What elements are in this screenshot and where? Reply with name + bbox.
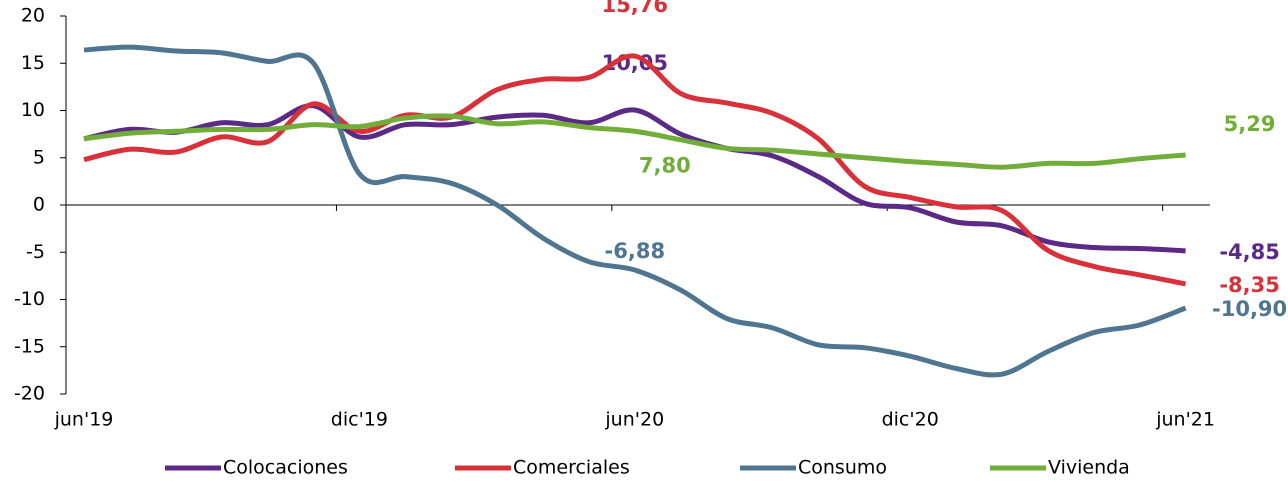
data-label: -10,90 <box>1212 297 1287 321</box>
y-tick-label: 5 <box>33 146 45 168</box>
data-label: -6,88 <box>605 239 666 263</box>
x-tick-label: jun'19 <box>54 409 114 431</box>
x-tick-label: jun'21 <box>1155 409 1215 431</box>
legend-label: Colocaciones <box>223 457 348 479</box>
y-tick-label: -10 <box>14 288 45 310</box>
x-tick-label: dic'20 <box>882 409 939 431</box>
data-label: 7,80 <box>639 153 691 177</box>
x-tick-label: dic'19 <box>331 409 388 431</box>
series-line <box>83 113 1186 170</box>
y-tick-label: 0 <box>33 194 45 216</box>
legend-label: Consumo <box>798 457 887 479</box>
y-tick-label: 10 <box>21 99 45 121</box>
legend-label: Comerciales <box>513 457 630 479</box>
data-label: 5,29 <box>1224 112 1276 136</box>
y-tick-label: 15 <box>21 52 45 74</box>
legend-label: Vivienda <box>1048 457 1130 479</box>
data-label: 15,76 <box>602 0 668 17</box>
y-tick-label: -15 <box>14 335 45 357</box>
x-tick-label: jun'20 <box>604 409 664 431</box>
series-line <box>83 103 1186 254</box>
data-label: -8,35 <box>1219 273 1280 297</box>
data-label: -4,85 <box>1219 240 1280 264</box>
y-tick-label: -20 <box>14 383 45 405</box>
y-tick-label: 20 <box>21 5 45 27</box>
series-line <box>83 44 1187 378</box>
y-tick-label: -5 <box>26 241 45 263</box>
series-line <box>83 53 1187 287</box>
